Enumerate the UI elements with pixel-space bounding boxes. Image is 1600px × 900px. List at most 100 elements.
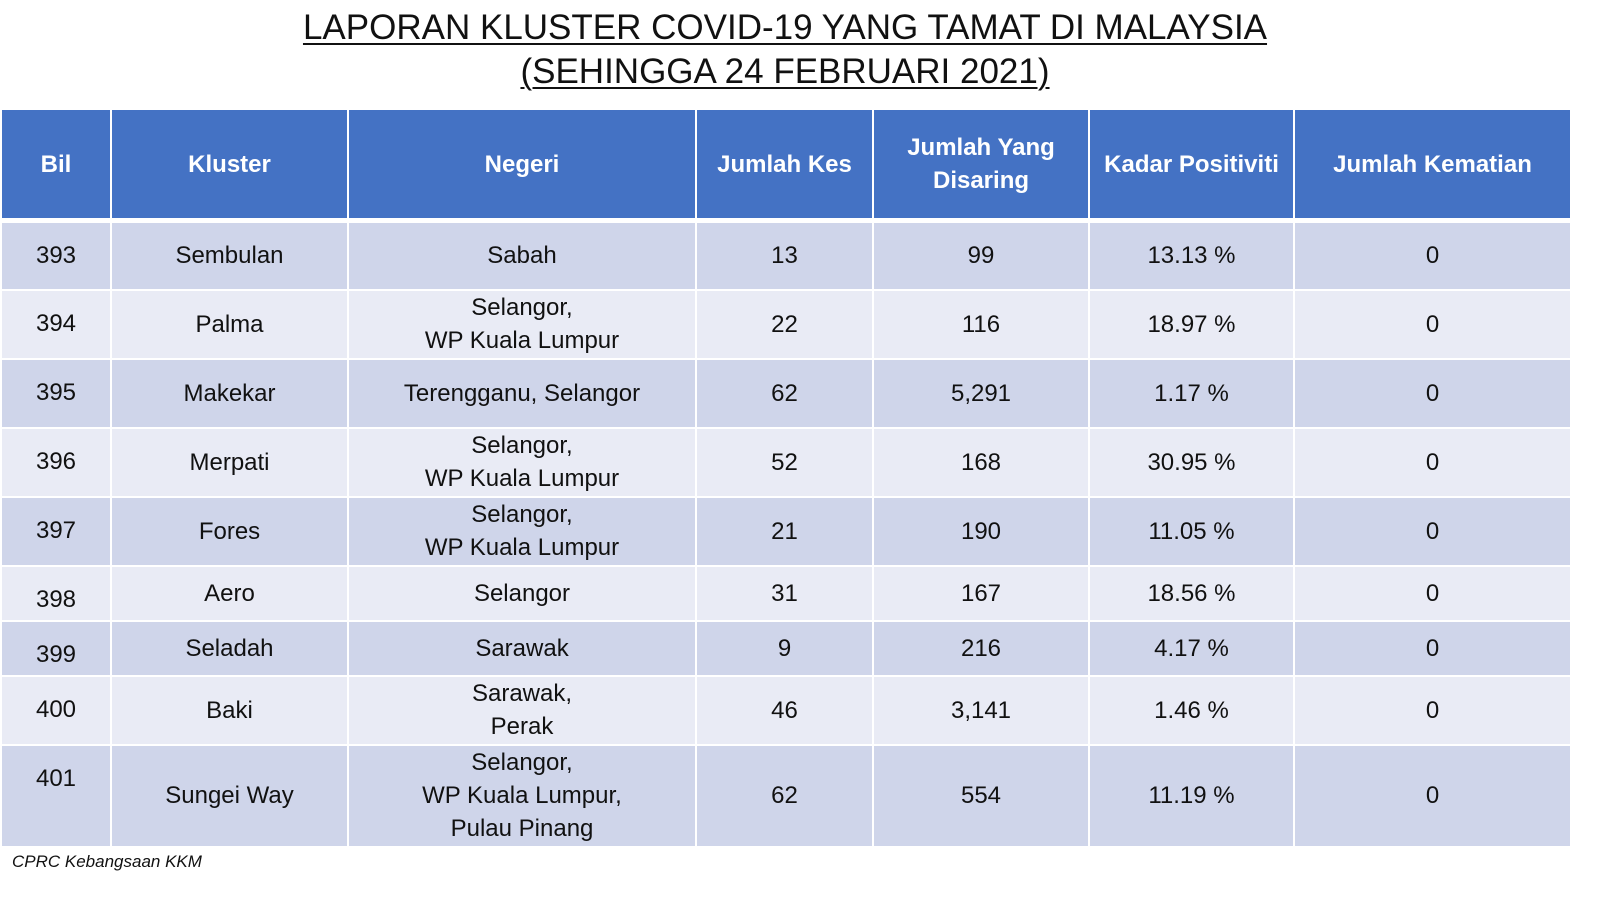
cell-jumlah-kes: 46 bbox=[695, 674, 874, 746]
cell-kadar-positiviti: 1.17 % bbox=[1088, 357, 1295, 429]
cell-jumlah-disaring: 216 bbox=[872, 619, 1090, 677]
table-row: 394 Palma Selangor, WP Kuala Lumpur 22 116 18.… bbox=[0, 288, 1572, 360]
cell-jumlah-kes: 13 bbox=[695, 219, 874, 291]
cell-bil: 397 bbox=[0, 495, 112, 567]
header-negeri: Negeri bbox=[347, 108, 697, 223]
header-jumlah-disaring-line-1: Jumlah Yang bbox=[907, 134, 1055, 161]
table-row: 395 Makekar Terengganu, Selangor 62 5,291 1.1… bbox=[0, 357, 1572, 429]
table-row: 393 Sembulan Sabah 13 99 13.13 % 0 bbox=[0, 219, 1572, 291]
cell-jumlah-kes: 9 bbox=[695, 619, 874, 677]
header-jumlah-disaring: Jumlah Yang Disaring bbox=[872, 108, 1090, 223]
header-kluster: Kluster bbox=[110, 108, 349, 223]
cell-negeri: Selangor, WP Kuala Lumpur, Pulau Pinang bbox=[347, 743, 697, 848]
cell-kadar-positiviti: 18.56 % bbox=[1088, 564, 1295, 622]
cell-kadar-positiviti: 11.19 % bbox=[1088, 743, 1295, 848]
cell-kluster: Merpati bbox=[110, 426, 349, 498]
cell-jumlah-kes: 31 bbox=[695, 564, 874, 622]
cell-jumlah-kematian: 0 bbox=[1293, 743, 1572, 848]
cell-kadar-positiviti: 4.17 % bbox=[1088, 619, 1295, 677]
cell-kluster: Sungei Way bbox=[110, 743, 349, 848]
cell-jumlah-kematian: 0 bbox=[1293, 288, 1572, 360]
negeri-line: Selangor, bbox=[471, 501, 573, 528]
cell-bil: 401 bbox=[0, 743, 112, 848]
cell-jumlah-kes: 62 bbox=[695, 743, 874, 848]
cell-jumlah-kematian: 0 bbox=[1293, 564, 1572, 622]
cell-jumlah-kes: 62 bbox=[695, 357, 874, 429]
cell-jumlah-kes: 22 bbox=[695, 288, 874, 360]
cell-kadar-positiviti: 30.95 % bbox=[1088, 426, 1295, 498]
header-row: Bil Kluster Negeri Jumlah Kes Jumlah Yan… bbox=[0, 108, 1572, 223]
negeri-line: Selangor bbox=[473, 579, 571, 607]
table-row: 400 Baki Sarawak, Perak 46 3,141 1.46 % 0 bbox=[0, 674, 1572, 746]
negeri-line: Terengganu, Selangor bbox=[403, 379, 641, 407]
cell-bil: 399 bbox=[0, 619, 112, 677]
negeri-line: Selangor, bbox=[471, 294, 573, 321]
negeri-line: Selangor, bbox=[471, 432, 573, 459]
cell-negeri: Sabah bbox=[347, 219, 697, 291]
table-header: Bil Kluster Negeri Jumlah Kes Jumlah Yan… bbox=[0, 108, 1572, 223]
header-jumlah-kes: Jumlah Kes bbox=[695, 108, 874, 223]
cell-jumlah-kematian: 0 bbox=[1293, 674, 1572, 746]
header-jumlah-kematian: Jumlah Kematian bbox=[1293, 108, 1572, 223]
cell-jumlah-kematian: 0 bbox=[1293, 219, 1572, 291]
cell-kluster: Makekar bbox=[110, 357, 349, 429]
cell-jumlah-disaring: 167 bbox=[872, 564, 1090, 622]
cell-kluster: Palma bbox=[110, 288, 349, 360]
cell-kluster: Aero bbox=[110, 564, 349, 622]
cell-kadar-positiviti: 18.97 % bbox=[1088, 288, 1295, 360]
negeri-line: Perak bbox=[490, 713, 554, 740]
cell-kadar-positiviti: 11.05 % bbox=[1088, 495, 1295, 567]
table-row: 396 Merpati Selangor, WP Kuala Lumpur 52 168 3… bbox=[0, 426, 1572, 498]
cell-jumlah-disaring: 190 bbox=[872, 495, 1090, 567]
cell-jumlah-kes: 52 bbox=[695, 426, 874, 498]
cell-negeri: Selangor, WP Kuala Lumpur bbox=[347, 495, 697, 567]
header-jumlah-disaring-line-2: Disaring bbox=[932, 167, 1030, 194]
cell-negeri: Terengganu, Selangor bbox=[347, 357, 697, 429]
cell-jumlah-disaring: 116 bbox=[872, 288, 1090, 360]
cell-kluster: Seladah bbox=[110, 619, 349, 677]
cell-jumlah-kematian: 0 bbox=[1293, 619, 1572, 677]
cell-negeri: Selangor, WP Kuala Lumpur bbox=[347, 288, 697, 360]
table-row: 397 Fores Selangor, WP Kuala Lumpur 21 190 11.… bbox=[0, 495, 1572, 567]
cell-jumlah-disaring: 168 bbox=[872, 426, 1090, 498]
cell-negeri: Selangor bbox=[347, 564, 697, 622]
cell-bil: 398 bbox=[0, 564, 112, 622]
cell-jumlah-kematian: 0 bbox=[1293, 495, 1572, 567]
source-note: CPRC Kebangsaan KKM bbox=[12, 852, 202, 871]
cell-jumlah-disaring: 5,291 bbox=[872, 357, 1090, 429]
negeri-line: Pulau Pinang bbox=[450, 815, 594, 842]
report-title: LAPORAN KLUSTER COVID-19 YANG TAMAT DI M… bbox=[0, 6, 1570, 94]
cell-kluster: Fores bbox=[110, 495, 349, 567]
cell-jumlah-disaring: 99 bbox=[872, 219, 1090, 291]
cluster-table: Bil Kluster Negeri Jumlah Kes Jumlah Yan… bbox=[0, 108, 1572, 848]
cell-jumlah-kematian: 0 bbox=[1293, 357, 1572, 429]
cell-bil: 393 bbox=[0, 219, 112, 291]
header-kadar-positiviti: Kadar Positiviti bbox=[1088, 108, 1295, 223]
cell-jumlah-kematian: 0 bbox=[1293, 426, 1572, 498]
cell-jumlah-disaring: 3,141 bbox=[872, 674, 1090, 746]
negeri-line: WP Kuala Lumpur bbox=[424, 534, 620, 561]
cell-bil: 395 bbox=[0, 357, 112, 429]
table-row: 401 Sungei Way Selangor, WP Kuala Lumpur, Pu… bbox=[0, 743, 1572, 848]
negeri-line: Selangor, bbox=[471, 749, 573, 776]
cell-negeri: Sarawak, Perak bbox=[347, 674, 697, 746]
cell-kluster: Baki bbox=[110, 674, 349, 746]
negeri-line: WP Kuala Lumpur bbox=[424, 465, 620, 492]
cell-kadar-positiviti: 13.13 % bbox=[1088, 219, 1295, 291]
negeri-line: Sarawak, bbox=[471, 680, 573, 707]
cell-kadar-positiviti: 1.46 % bbox=[1088, 674, 1295, 746]
title-line-1: LAPORAN KLUSTER COVID-19 YANG TAMAT DI M… bbox=[302, 8, 1268, 47]
cell-bil: 396 bbox=[0, 426, 112, 498]
table-row: 399 Seladah Sarawak 9 216 4.17 % 0 bbox=[0, 619, 1572, 677]
cell-bil: 400 bbox=[0, 674, 112, 746]
negeri-line: Sabah bbox=[487, 242, 557, 270]
negeri-line: WP Kuala Lumpur, bbox=[422, 782, 622, 809]
cell-negeri: Selangor, WP Kuala Lumpur bbox=[347, 426, 697, 498]
negeri-line: WP Kuala Lumpur bbox=[424, 327, 620, 354]
table-body: 393 Sembulan Sabah 13 99 13.13 % 0 394 Palma Sela… bbox=[0, 219, 1572, 848]
cell-bil: 394 bbox=[0, 288, 112, 360]
cell-jumlah-kes: 21 bbox=[695, 495, 874, 567]
table-row: 398 Aero Selangor 31 167 18.56 % 0 bbox=[0, 564, 1572, 622]
negeri-line: Sarawak bbox=[475, 634, 569, 662]
cell-kluster: Sembulan bbox=[110, 219, 349, 291]
